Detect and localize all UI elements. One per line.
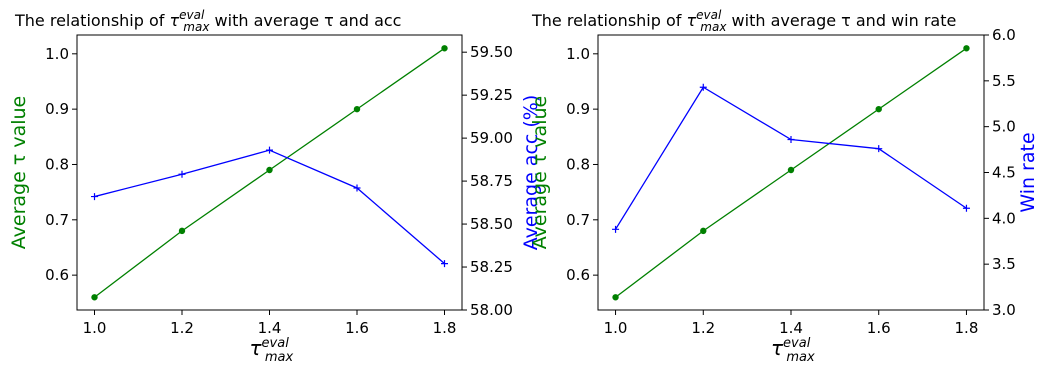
left-tick-label: 0.7 <box>566 211 590 229</box>
left-tick-label: 1.0 <box>45 45 69 63</box>
series-1-point <box>353 105 361 113</box>
x-tick-label: 1.2 <box>170 319 194 337</box>
series-1-point <box>787 166 795 174</box>
x-axis-label: τeval max <box>771 336 815 365</box>
x-axis-label-symbol: τ <box>771 336 784 360</box>
x-tick-label: 1.6 <box>345 319 369 337</box>
left-tick-label: 1.0 <box>566 45 590 63</box>
left-tick-label: 0.8 <box>45 155 69 173</box>
series-1-point <box>612 294 619 301</box>
right-tick-label: 59.00 <box>470 129 513 147</box>
x-tick-label: 1.2 <box>691 319 715 337</box>
right-tick-label: 6.0 <box>992 26 1016 44</box>
x-tick-label: 1.8 <box>433 319 457 337</box>
right-tick-label: 58.00 <box>470 301 513 319</box>
series-2-point <box>875 145 883 153</box>
chart-title-suffix: with average τ and win rate <box>726 11 956 30</box>
chart-title-suffix: with average τ and acc <box>209 11 401 30</box>
left-axis-label: Average τ value <box>529 96 551 249</box>
x-tick-label: 1.4 <box>779 319 803 337</box>
series-1-point <box>441 45 448 52</box>
series-2-point <box>266 146 273 154</box>
series-2-point <box>441 260 448 268</box>
left-tick-label: 0.9 <box>45 100 69 118</box>
chart-title: The relationship of τeval max with averag… <box>14 8 401 34</box>
right-tick-label: 3.5 <box>992 255 1016 273</box>
series-2-point <box>353 184 361 192</box>
left-axis-label: Average τ value <box>8 96 30 249</box>
right-tick-label: 3.0 <box>992 301 1016 319</box>
left-tick-label: 0.9 <box>566 100 590 118</box>
x-axis-label-symbol: τ <box>250 336 263 360</box>
chart-1: The relationship of τeval max with averag… <box>8 8 542 365</box>
right-tick-label: 59.25 <box>470 86 513 104</box>
x-axis-label: τeval max <box>250 336 294 365</box>
right-tick-label: 5.0 <box>992 118 1016 136</box>
chart-title-sub: max <box>183 20 210 34</box>
series-1-point <box>178 227 186 235</box>
chart-title-symbol: τ <box>169 11 179 30</box>
series-2-point <box>787 136 795 143</box>
series-2-point <box>178 170 186 178</box>
right-tick-label: 5.5 <box>992 72 1016 90</box>
chart-title-sup: eval <box>696 8 722 22</box>
chart-title-prefix: The relationship of <box>531 11 686 30</box>
right-axis-label: Average acc (%) <box>520 95 542 251</box>
x-axis-label-sub: max <box>265 350 294 365</box>
series-1-point <box>875 105 882 113</box>
left-tick-label: 0.8 <box>566 155 590 173</box>
chart-title-symbol: τ <box>686 11 696 30</box>
left-tick-label: 0.6 <box>45 266 69 284</box>
series-2-line <box>614 86 967 230</box>
series-2-point <box>91 193 98 201</box>
right-tick-label: 58.50 <box>470 215 513 233</box>
series-1-point <box>700 227 707 235</box>
x-tick-label: 1.0 <box>83 319 107 337</box>
x-tick-label: 1.4 <box>258 319 282 337</box>
right-tick-label: 58.75 <box>470 172 513 190</box>
chart-title-sub: max <box>700 20 727 34</box>
right-tick-label: 59.50 <box>470 43 513 61</box>
x-tick-label: 1.6 <box>867 319 891 337</box>
chart-title: The relationship of τeval max with averag… <box>531 8 956 34</box>
right-tick-label: 4.5 <box>992 164 1016 182</box>
x-axis-label-sub: max <box>786 350 815 365</box>
chart-2: The relationship of τeval max with averag… <box>529 8 1039 365</box>
x-axis-label-sup: eval <box>262 336 290 351</box>
chart-title-sup: eval <box>179 8 205 22</box>
right-tick-label: 4.0 <box>992 209 1016 227</box>
right-axis-label: Win rate <box>1017 132 1039 212</box>
chart-title-prefix: The relationship of <box>14 11 169 30</box>
x-axis-label-sup: eval <box>783 336 811 351</box>
series-1-point <box>91 294 98 301</box>
x-tick-label: 1.0 <box>604 319 628 337</box>
series-1-point <box>963 45 970 52</box>
series-2-point <box>962 204 970 212</box>
x-tick-label: 1.8 <box>955 319 979 337</box>
right-tick-label: 58.25 <box>470 258 513 276</box>
series-2-point <box>699 83 707 91</box>
left-tick-label: 0.7 <box>45 211 69 229</box>
series-1-point <box>266 166 273 174</box>
series-2-point <box>612 225 620 233</box>
left-tick-label: 0.6 <box>566 266 590 284</box>
